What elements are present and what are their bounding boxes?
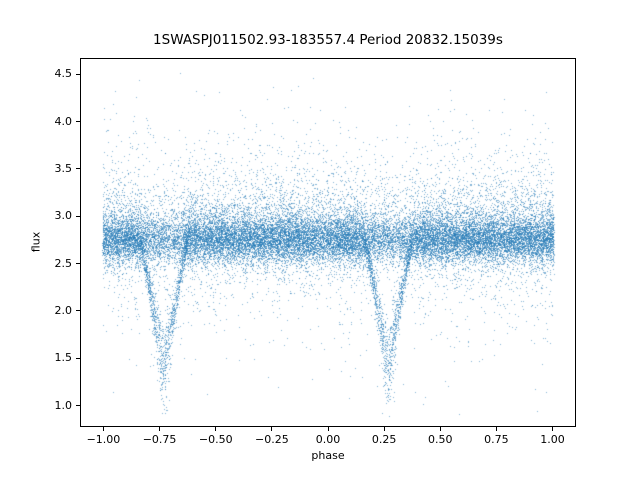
chart-title: 1SWASPJ011502.93-183557.4 Period 20832.1… (153, 32, 503, 48)
x-tick-mark (439, 427, 441, 431)
x-tick-label: 0.50 (428, 433, 453, 446)
y-tick-mark (76, 310, 80, 312)
x-tick-mark (327, 427, 329, 431)
y-tick-mark (76, 121, 80, 122)
x-tick-label: 1.00 (540, 433, 565, 446)
y-tick-mark (76, 405, 80, 407)
x-tick-mark (495, 427, 497, 431)
x-axis-label: phase (311, 449, 345, 462)
y-tick-mark (76, 73, 80, 75)
x-tick-mark (159, 427, 161, 431)
y-tick-label: 1.5 (54, 351, 73, 365)
y-tick-mark (76, 215, 80, 217)
x-tick-label: −0.25 (255, 433, 289, 446)
x-tick-label: 0.25 (371, 433, 397, 446)
x-tick-label: 0.00 (315, 433, 341, 446)
x-tick-mark (552, 427, 554, 431)
x-tick-label: −0.50 (198, 433, 233, 446)
y-tick-label: 1.0 (54, 398, 73, 412)
x-tick-mark (271, 427, 273, 431)
y-tick-label: 2.0 (54, 303, 73, 317)
x-tick-label: −0.75 (142, 433, 177, 446)
y-tick-mark (76, 357, 80, 359)
x-tick-mark (383, 427, 385, 431)
y-axis-label: flux (29, 231, 43, 253)
y-tick-label: 4.0 (54, 114, 73, 128)
x-tick-mark (102, 427, 104, 431)
x-tick-label: 0.75 (484, 433, 509, 446)
y-tick-label: 3.0 (54, 209, 73, 223)
y-tick-label: 4.5 (54, 67, 73, 81)
x-tick-mark (215, 427, 217, 431)
plot-area (80, 58, 576, 427)
y-tick-mark (76, 263, 80, 265)
y-tick-mark (76, 168, 80, 170)
x-tick-label: −1.00 (86, 433, 121, 446)
scatter-canvas (81, 59, 575, 426)
y-tick-label: 2.5 (54, 256, 73, 270)
y-tick-label: 3.5 (54, 161, 73, 175)
